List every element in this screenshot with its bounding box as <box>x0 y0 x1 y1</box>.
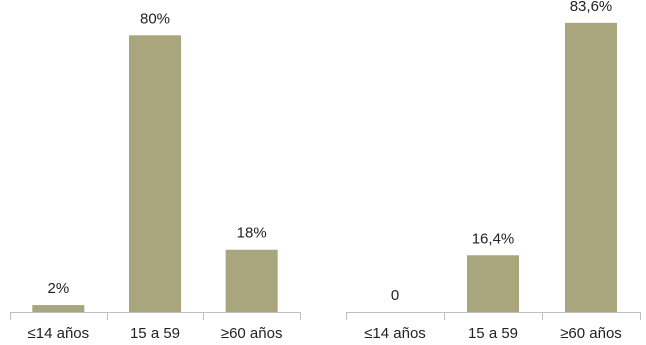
chart-2: 0 ≤14 años 16,4% 15 a 59 83,6% ≥60 años <box>346 0 641 342</box>
bar-2 <box>129 35 181 312</box>
category-label: ≥60 años <box>560 325 622 342</box>
data-label: 16,4% <box>472 230 515 247</box>
bar-3 <box>565 22 617 313</box>
data-label: 2% <box>47 280 69 297</box>
bar-2 <box>467 255 519 312</box>
data-label: 80% <box>140 10 170 27</box>
category-label: ≤14 años <box>28 325 90 342</box>
bar-1 <box>32 305 85 312</box>
chart-1: 2% ≤14 años 80% 15 a 59 18% ≥60 años <box>10 10 301 342</box>
category-label: 15 a 59 <box>468 325 518 342</box>
category-label: 15 a 59 <box>130 325 180 342</box>
data-label: 0 <box>391 287 399 304</box>
bar-3 <box>225 249 278 312</box>
data-label: 18% <box>237 225 267 242</box>
category-label: ≥60 años <box>221 325 283 342</box>
data-label: 83,6% <box>570 0 613 15</box>
category-label: ≤14 años <box>364 325 426 342</box>
